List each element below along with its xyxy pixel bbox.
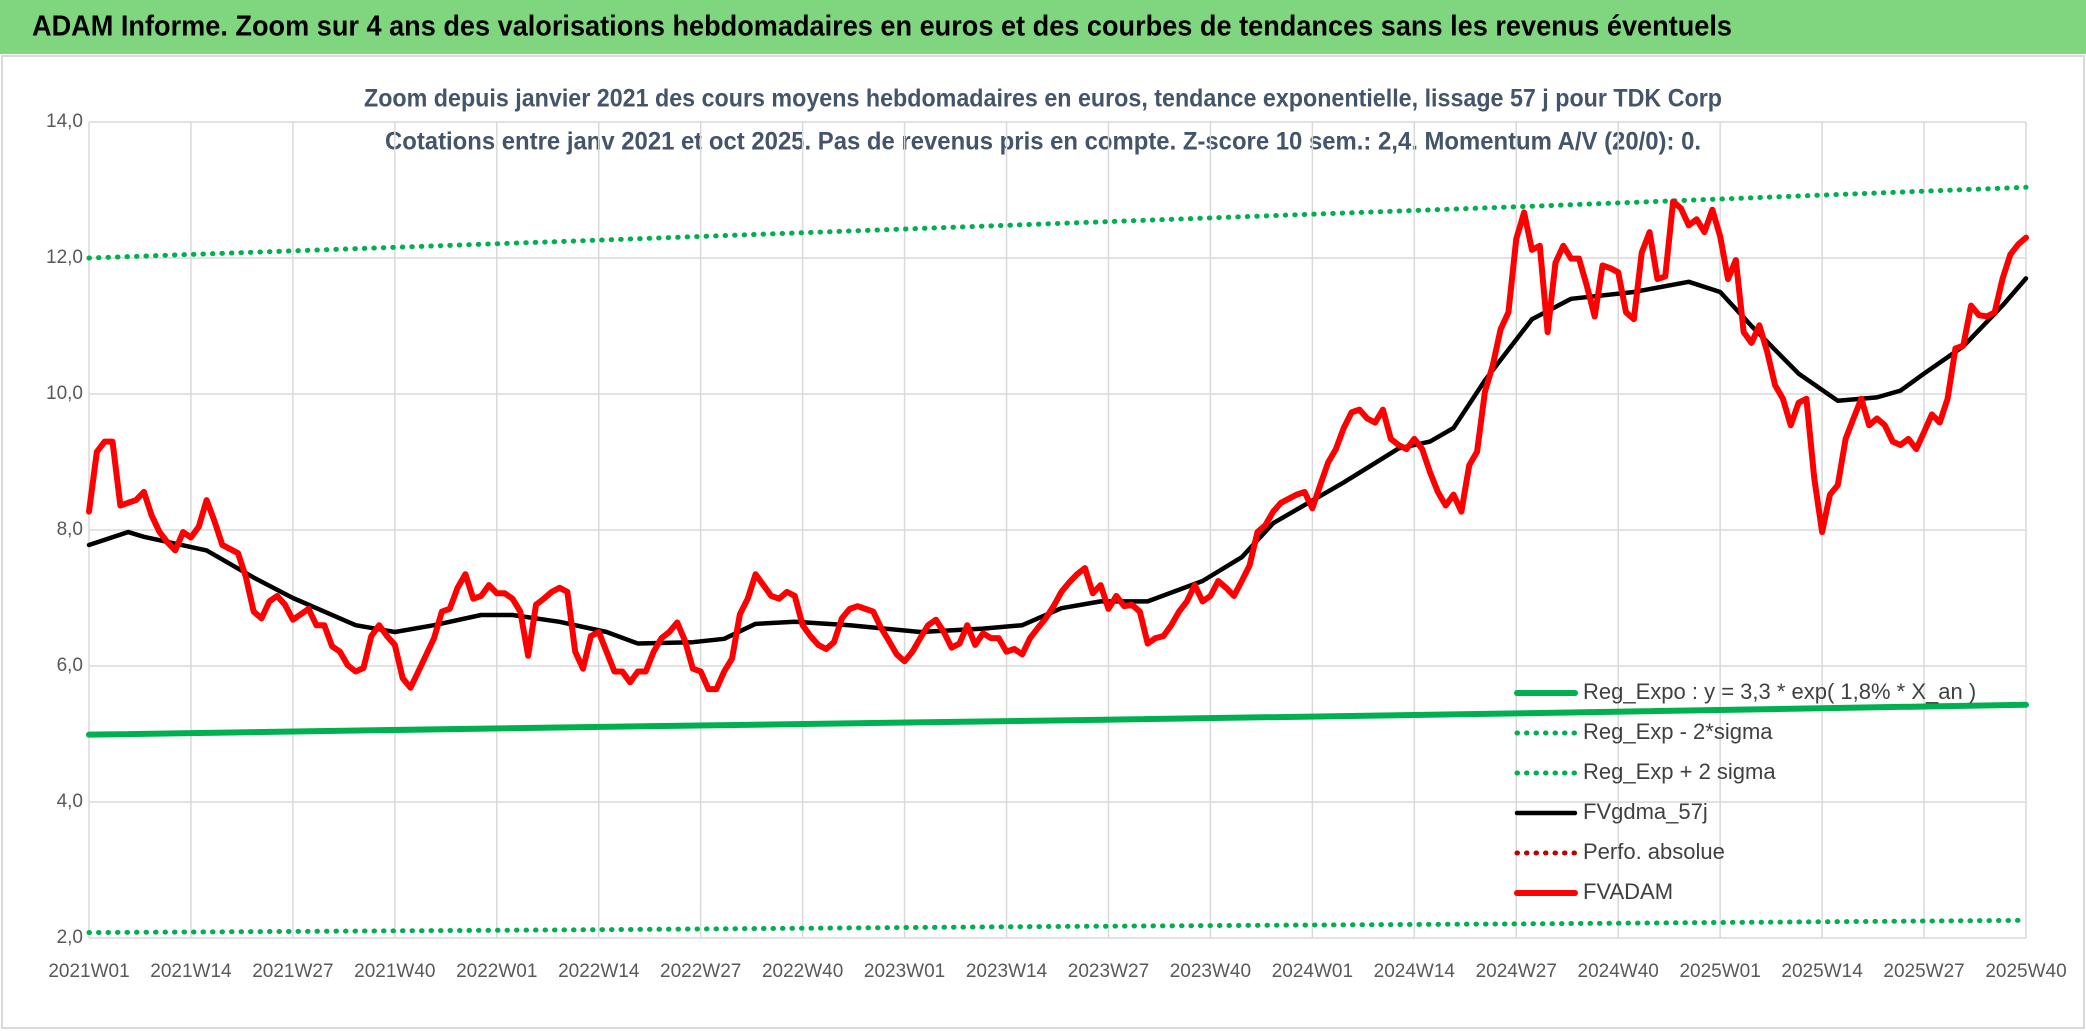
x-tick-label: 2025W14 [1781, 961, 1863, 982]
x-tick-label: 2023W01 [864, 961, 945, 982]
plot [86, 184, 2029, 936]
chart-subtitle: Zoom depuis janvier 2021 des cours moyen… [364, 85, 1722, 113]
y-tick-label: 8,0 [57, 519, 83, 540]
x-tick-label: 2023W40 [1170, 961, 1251, 982]
x-tick-label: 2025W27 [1883, 961, 1964, 982]
series-line [86, 198, 2029, 693]
legend-label: FVADAM [1583, 879, 1673, 904]
legend: Reg_Expo : y = 3,3 * exp( 1,8% * X_an ) R… [1514, 679, 1976, 904]
x-tick-label: 2025W01 [1679, 961, 1760, 982]
x-tick-label: 2024W27 [1476, 961, 1557, 982]
x-tick-label: 2025W40 [1985, 961, 2066, 982]
y-tick-label: 14,0 [46, 111, 83, 132]
x-tick-label: 2023W27 [1068, 961, 1149, 982]
chart-frame [1, 55, 2085, 1029]
x-tick-label: 2022W01 [456, 961, 537, 982]
x-tick-label: 2024W01 [1272, 961, 1353, 982]
x-tick-label: 2022W40 [762, 961, 843, 982]
x-tick-label: 2021W27 [252, 961, 333, 982]
series-line [86, 917, 2029, 936]
y-tick-label: 12,0 [46, 247, 83, 268]
series-line [86, 276, 2029, 646]
legend-label: Reg_Expo : y = 3,3 * exp( 1,8% * X_an ) [1583, 679, 1976, 704]
y-tick-label: 10,0 [46, 383, 83, 404]
banner [0, 0, 2086, 54]
series-line [86, 701, 2029, 738]
y-tick-label: 2,0 [57, 927, 83, 948]
chart-subtitle: Cotations entre janv 2021 et oct 2025. P… [385, 128, 1701, 156]
legend-label: Reg_Exp - 2*sigma [1583, 719, 1773, 744]
x-tick-label: 2023W14 [966, 961, 1048, 982]
x-tick-label: 2024W14 [1374, 961, 1456, 982]
grid: 2,0 4,0 6,0 8,0 10,0 12,0 14,0 2021W01 2021W14 20… [46, 111, 2067, 982]
series-line [86, 184, 2029, 261]
x-tick-label: 2024W40 [1578, 961, 1659, 982]
x-tick-label: 2021W40 [354, 961, 435, 982]
x-tick-label: 2021W14 [150, 961, 232, 982]
y-tick-label: 6,0 [57, 655, 83, 676]
x-tick-label: 2022W27 [660, 961, 741, 982]
banner-title: ADAM Informe. Zoom sur 4 ans des valoris… [32, 11, 1732, 43]
legend-label: Reg_Exp + 2 sigma [1583, 759, 1776, 784]
x-tick-label: 2022W14 [558, 961, 640, 982]
y-tick-label: 4,0 [57, 791, 83, 812]
x-tick-label: 2021W01 [48, 961, 129, 982]
legend-label: FVgdma_57j [1583, 799, 1708, 824]
legend-label: Perfo. absolue [1583, 839, 1725, 864]
